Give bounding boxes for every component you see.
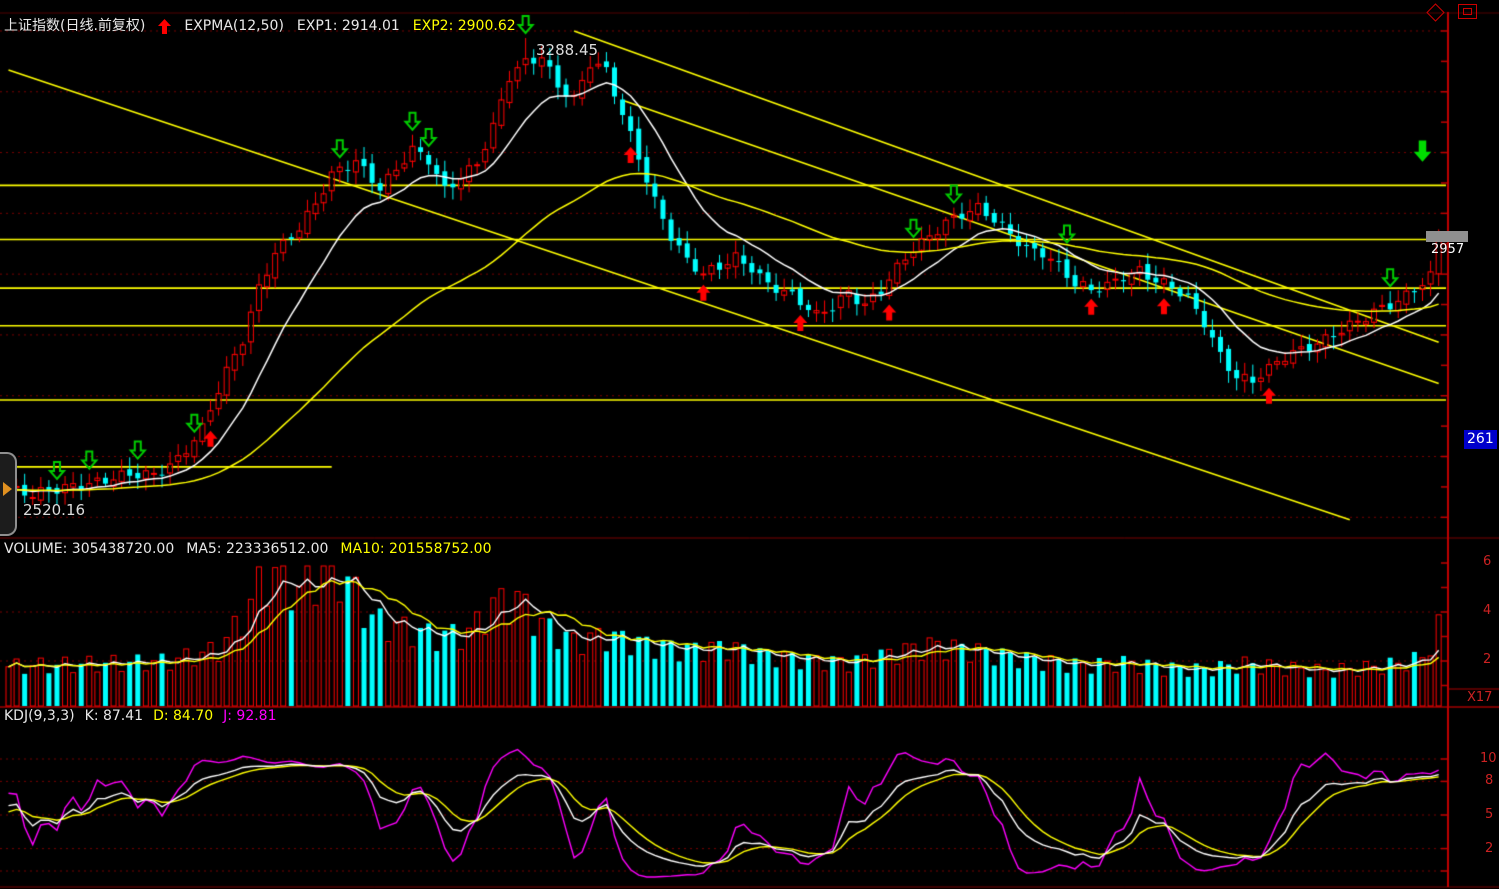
volume-value: VOLUME: 305438720.00 [4, 541, 175, 557]
current-price-tag: 2957 [1431, 242, 1465, 257]
volume-header: VOLUME: 305438720.00 MA5: 223336512.00 M… [4, 541, 492, 557]
peak-price-label: 3288.45 [536, 41, 599, 59]
kdj-header: KDJ(9,3,3) K: 87.41 D: 84.70 J: 92.81 [4, 708, 277, 724]
exp1-value: EXP1: 2914.01 [296, 18, 400, 34]
exp2-value: EXP2: 2900.62 [412, 18, 516, 34]
price-tag-bar [1426, 231, 1468, 242]
main-pane-header: 上证指数(日线.前复权) EXPMA(12,50) EXP1: 2914.01 … [4, 18, 516, 35]
volume-pane[interactable] [0, 538, 1448, 707]
kdj-axis-label: 8 [1485, 773, 1494, 788]
window-icon[interactable] [1458, 4, 1477, 19]
volume-multiplier-label: X17 [1467, 690, 1493, 705]
volume-axis-label: 2 [1483, 652, 1492, 667]
event-price-tag: 261 [1464, 430, 1497, 449]
low-price-label: 2520.16 [23, 501, 86, 519]
volume-axis-label: 6 [1483, 554, 1492, 569]
panel-handle-arrow-icon [3, 482, 12, 496]
kdj-pane[interactable] [0, 708, 1448, 889]
stock-title: 上证指数(日线.前复权) [4, 18, 146, 34]
kdj-j-value: J: 92.81 [223, 708, 277, 724]
kdj-d-value: D: 84.70 [153, 708, 214, 724]
volume-ma5-value: MA5: 223336512.00 [186, 541, 329, 557]
kdj-axis-label: 5 [1485, 807, 1494, 822]
volume-axis-label: 4 [1483, 603, 1492, 618]
kdj-axis-label: 10 [1480, 751, 1497, 766]
up-arrow-icon [158, 19, 172, 35]
left-panel-handle[interactable] [0, 452, 17, 536]
price-pane[interactable] [0, 13, 1448, 537]
indicator-label: EXPMA(12,50) [184, 18, 284, 34]
kdj-k-value: K: 87.41 [84, 708, 144, 724]
kdj-name: KDJ(9,3,3) [4, 708, 75, 724]
volume-ma10-value: MA10: 201558752.00 [340, 541, 492, 557]
kdj-axis-label: 2 [1485, 841, 1494, 856]
